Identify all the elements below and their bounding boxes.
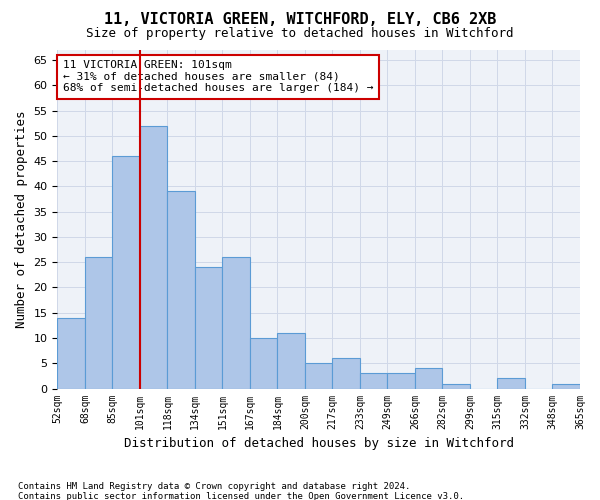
X-axis label: Distribution of detached houses by size in Witchford: Distribution of detached houses by size … — [124, 437, 514, 450]
Bar — [332, 358, 360, 388]
Bar — [553, 384, 580, 388]
Bar — [167, 192, 195, 388]
Bar — [305, 364, 332, 388]
Bar — [250, 338, 277, 388]
Bar — [112, 156, 140, 388]
Bar — [223, 257, 250, 388]
Y-axis label: Number of detached properties: Number of detached properties — [15, 110, 28, 328]
Text: Contains public sector information licensed under the Open Government Licence v3: Contains public sector information licen… — [18, 492, 464, 500]
Bar — [442, 384, 470, 388]
Bar — [415, 368, 442, 388]
Text: 11, VICTORIA GREEN, WITCHFORD, ELY, CB6 2XB: 11, VICTORIA GREEN, WITCHFORD, ELY, CB6 … — [104, 12, 496, 28]
Bar — [497, 378, 525, 388]
Bar — [360, 374, 388, 388]
Text: 11 VICTORIA GREEN: 101sqm
← 31% of detached houses are smaller (84)
68% of semi-: 11 VICTORIA GREEN: 101sqm ← 31% of detac… — [62, 60, 373, 94]
Bar — [388, 374, 415, 388]
Bar — [85, 257, 112, 388]
Bar — [58, 318, 85, 388]
Bar — [140, 126, 167, 388]
Bar — [277, 333, 305, 388]
Text: Contains HM Land Registry data © Crown copyright and database right 2024.: Contains HM Land Registry data © Crown c… — [18, 482, 410, 491]
Bar — [195, 268, 223, 388]
Text: Size of property relative to detached houses in Witchford: Size of property relative to detached ho… — [86, 28, 514, 40]
